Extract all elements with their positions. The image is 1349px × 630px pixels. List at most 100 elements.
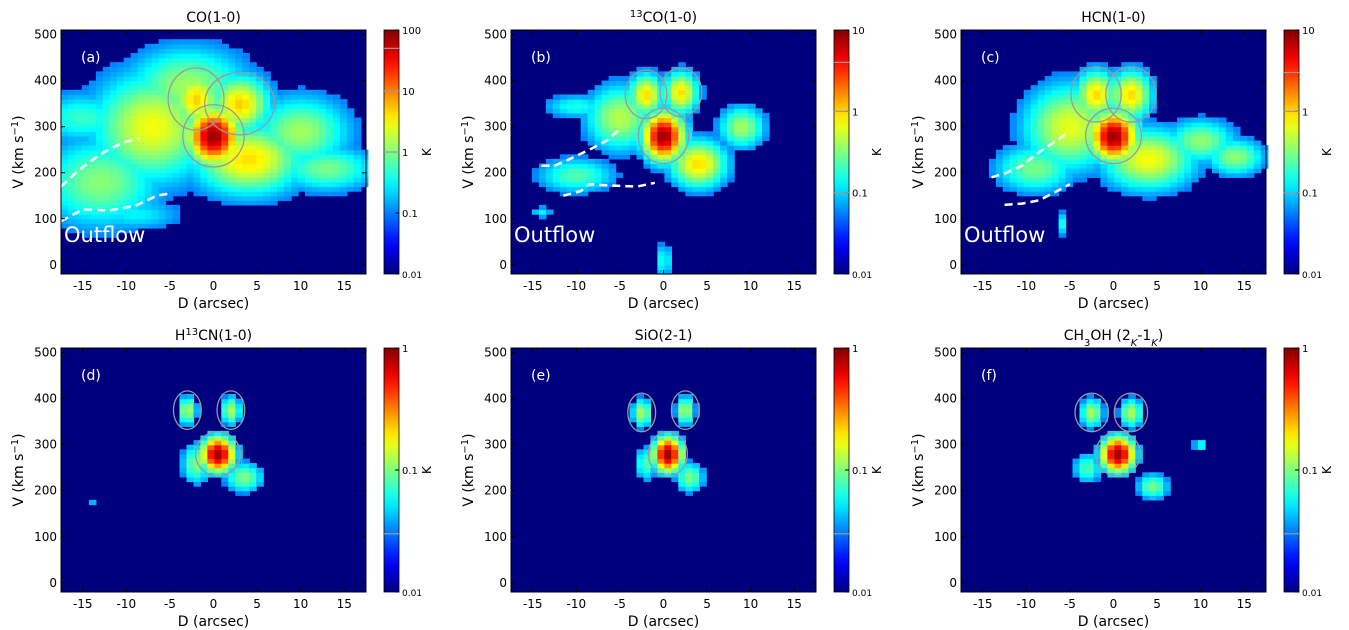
- heatmap-cell: [109, 117, 118, 123]
- heatmap-cell: [193, 463, 202, 469]
- heatmap-cell: [249, 481, 257, 487]
- heatmap-cell: [1051, 191, 1060, 197]
- heatmap-cell: [277, 131, 285, 137]
- heatmap-cell: [664, 467, 672, 473]
- heatmap-cell: [1184, 158, 1192, 165]
- heatmap-cell: [559, 108, 568, 114]
- heatmap-cell: [325, 135, 334, 142]
- heatmap-cell: [235, 76, 243, 82]
- heatmap-cell: [221, 440, 229, 446]
- heatmap-cell: [1121, 458, 1129, 464]
- heatmap-cell: [1086, 476, 1095, 483]
- heatmap-cell: [531, 177, 540, 183]
- heatmap-cell: [179, 154, 188, 160]
- heatmap-cell: [95, 177, 104, 183]
- heatmap-cell: [144, 145, 153, 151]
- y-tick-label: 100: [34, 212, 57, 226]
- heatmap-cell: [221, 463, 229, 469]
- heatmap-cell: [727, 172, 735, 178]
- heatmap-cell: [332, 186, 341, 192]
- heatmap-cell: [137, 135, 146, 142]
- colorbar-gradient: [1283, 29, 1300, 275]
- heatmap-cell: [102, 126, 111, 132]
- heatmap-cell: [137, 195, 146, 201]
- heatmap-cell: [242, 57, 250, 63]
- heatmap-cell: [353, 145, 362, 151]
- heatmap-cell: [235, 71, 243, 77]
- heatmap-cell: [200, 463, 208, 469]
- heatmap-cell: [1100, 140, 1108, 146]
- heatmap-cell: [193, 191, 202, 197]
- heatmap-cell: [207, 181, 215, 188]
- heatmap-cell: [249, 62, 257, 68]
- heatmap-cell: [61, 149, 69, 155]
- heatmap-cell: [1016, 191, 1025, 197]
- heatmap-cell: [298, 126, 306, 132]
- heatmap-cell: [580, 163, 589, 169]
- heatmap-cell: [318, 122, 327, 128]
- heatmap-cell: [228, 76, 236, 82]
- y-tick-label: 400: [34, 74, 57, 88]
- heatmap-cell: [1128, 458, 1136, 464]
- heatmap-cell: [741, 131, 749, 137]
- heatmap-cell: [151, 214, 160, 220]
- heatmap-cell: [144, 80, 153, 86]
- contour-line: [216, 390, 246, 431]
- x-tick-label: -15: [973, 279, 993, 293]
- heatmap-cell: [573, 177, 582, 183]
- heatmap-cell: [214, 435, 222, 441]
- heatmap-cell: [706, 177, 714, 183]
- heatmap-cell: [68, 126, 76, 132]
- heatmap-cell: [622, 117, 631, 123]
- heatmap-cell: [221, 135, 229, 142]
- heatmap-cell: [88, 103, 97, 109]
- heatmap-cell: [109, 223, 118, 229]
- heatmap-cell: [706, 172, 714, 178]
- heatmap-cell: [200, 53, 208, 59]
- heatmap-cell: [249, 103, 257, 109]
- heatmap-cell: [207, 149, 215, 155]
- heatmap-cell: [137, 186, 146, 192]
- heatmap-cell: [1253, 163, 1262, 169]
- heatmap-cell: [235, 168, 243, 174]
- heatmap-cell: [214, 154, 222, 160]
- heatmap-cell: [95, 131, 104, 137]
- heatmap-cell: [685, 467, 693, 473]
- heatmap-cell: [1114, 140, 1122, 146]
- heatmap-cell: [1072, 472, 1081, 478]
- heatmap-cell: [1016, 181, 1025, 188]
- x-tick-label: 5: [1153, 597, 1161, 611]
- panel-title: CH3OH (2K-1K): [1064, 328, 1164, 349]
- heatmap-cell: [678, 62, 686, 68]
- heatmap-cell: [1198, 163, 1206, 169]
- heatmap-cell: [144, 89, 153, 95]
- heatmap-cell: [1149, 135, 1157, 142]
- heatmap-cell: [650, 444, 658, 450]
- heatmap-cell: [186, 472, 195, 478]
- heatmap-cell: [1114, 181, 1122, 188]
- heatmap-cell: [1142, 99, 1150, 105]
- heatmap-cell: [664, 85, 672, 91]
- heatmap-cell: [1023, 168, 1032, 174]
- heatmap-cell: [200, 48, 208, 54]
- heatmap-cell: [123, 126, 132, 132]
- heatmap-cell: [332, 108, 341, 114]
- heatmap-cell: [1093, 131, 1102, 137]
- x-tick-label: -5: [614, 279, 626, 293]
- heatmap-cell: [678, 135, 686, 142]
- heatmap-cell: [1142, 131, 1150, 137]
- heatmap-cell: [650, 463, 658, 469]
- outflow-boundary-line: [541, 128, 621, 168]
- colorbar-tick-label: 0.1: [402, 466, 418, 477]
- heatmap-cell: [636, 135, 645, 142]
- colorbar-tick-label: 1: [402, 344, 408, 355]
- heatmap-cell: [678, 417, 686, 423]
- heatmap-cell: [748, 117, 756, 123]
- heatmap-cell: [207, 467, 215, 473]
- heatmap-cell: [235, 449, 243, 455]
- heatmap-cell: [228, 140, 236, 146]
- heatmap-cell: [1051, 76, 1060, 82]
- heatmap-cell: [685, 172, 693, 178]
- x-tick-label: 10: [293, 597, 308, 611]
- heatmap-cell: [102, 163, 111, 169]
